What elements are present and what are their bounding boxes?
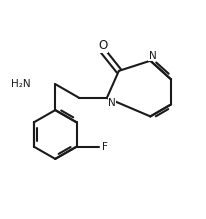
Text: O: O xyxy=(98,39,107,52)
Text: H₂N: H₂N xyxy=(11,79,30,89)
Text: N: N xyxy=(149,51,156,61)
Text: F: F xyxy=(102,142,108,152)
Text: N: N xyxy=(108,98,116,108)
